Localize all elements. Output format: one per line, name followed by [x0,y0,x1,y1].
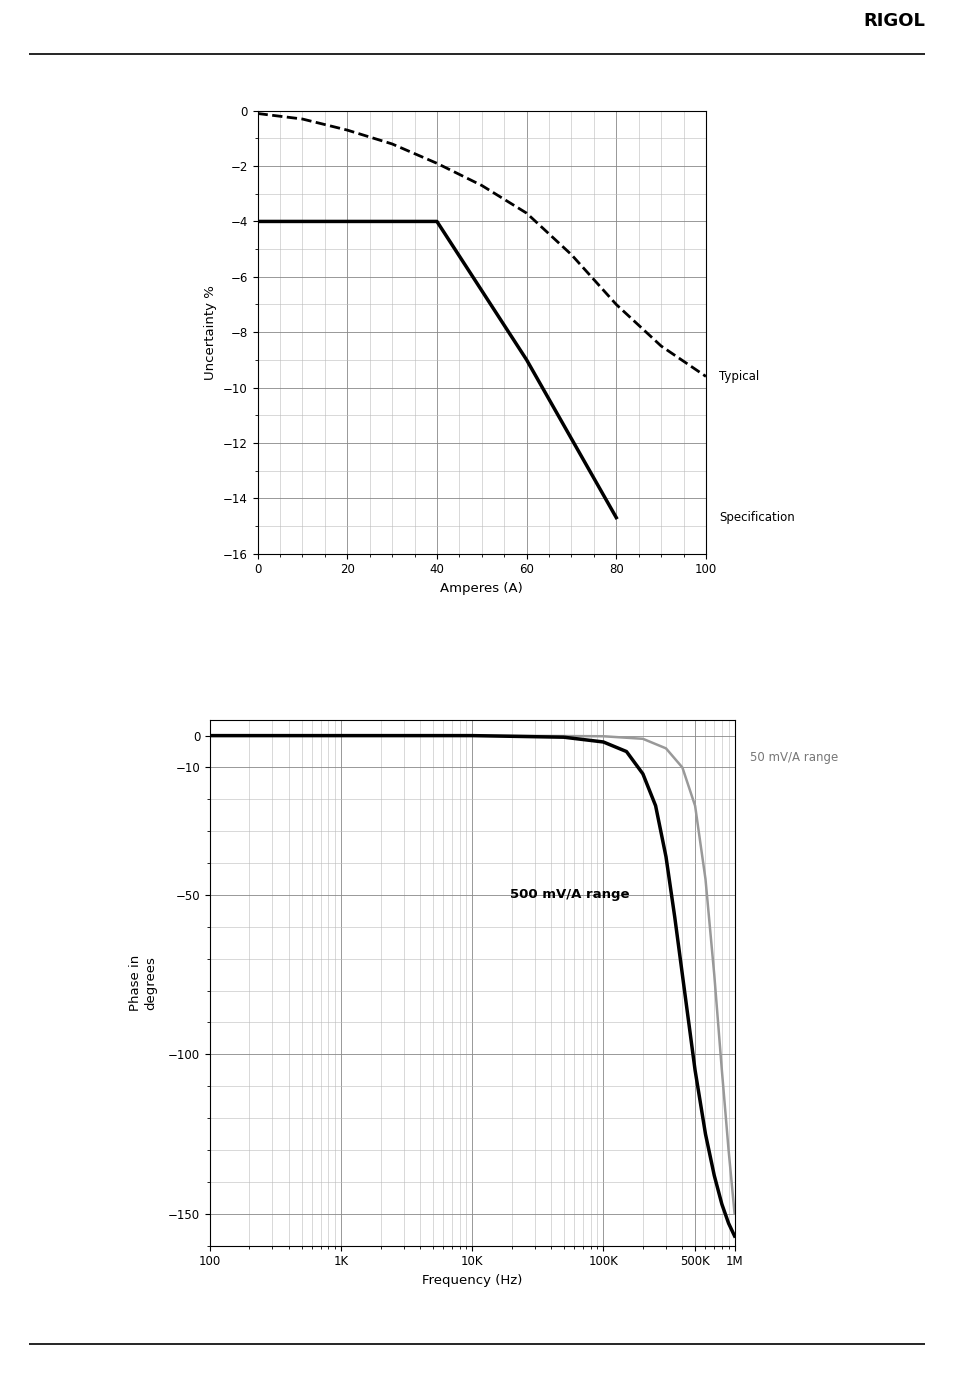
Y-axis label: Phase in
degrees: Phase in degrees [129,955,156,1010]
Text: Typical: Typical [719,370,759,383]
Text: Specification: Specification [719,511,795,525]
Y-axis label: Uncertainty %: Uncertainty % [204,285,217,379]
Text: 50 mV/A range: 50 mV/A range [749,752,838,764]
Text: RIGOL: RIGOL [862,11,924,30]
X-axis label: Frequency (Hz): Frequency (Hz) [421,1273,522,1287]
X-axis label: Amperes (A): Amperes (A) [440,581,522,595]
Text: 500 mV/A range: 500 mV/A range [509,889,628,901]
